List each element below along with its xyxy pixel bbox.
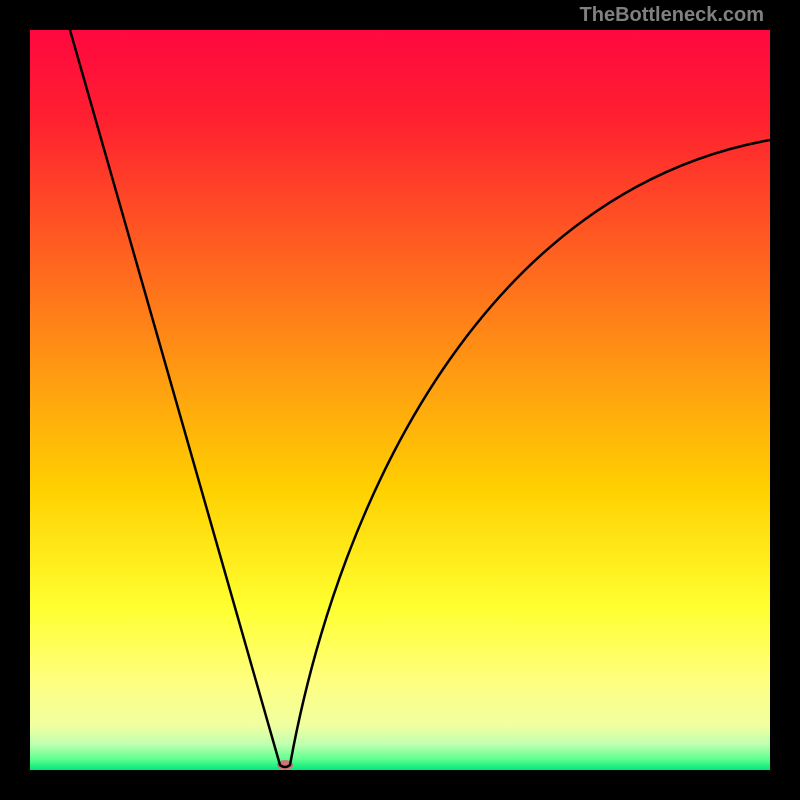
bottleneck-curve: [70, 30, 770, 767]
curve-layer: [30, 30, 770, 770]
plot-area: [30, 30, 770, 770]
watermark-text: TheBottleneck.com: [580, 4, 764, 27]
